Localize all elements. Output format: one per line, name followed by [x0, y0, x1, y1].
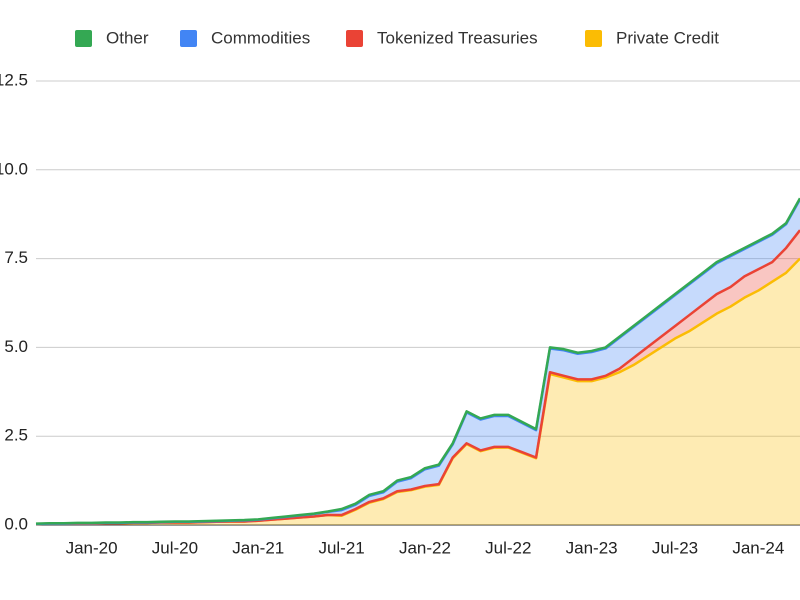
x-tick-label: Jul-23 — [652, 538, 698, 557]
x-tick-label: Jan-22 — [399, 538, 451, 557]
x-tick-label: Jul-22 — [485, 538, 531, 557]
legend-label: Private Credit — [616, 28, 719, 47]
legend-label: Tokenized Treasuries — [377, 28, 538, 47]
legend-swatch — [346, 30, 363, 47]
x-tick-label: Jan-21 — [232, 538, 284, 557]
y-tick-label: 12.5 — [0, 70, 28, 89]
legend-swatch — [585, 30, 602, 47]
x-tick-label: Jul-21 — [318, 538, 364, 557]
x-tick-label: Jan-24 — [732, 538, 784, 557]
area — [36, 258, 800, 525]
legend-label: Other — [106, 28, 149, 47]
x-tick-label: Jul-20 — [152, 538, 198, 557]
legend-swatch — [180, 30, 197, 47]
y-tick-label: 2.5 — [4, 426, 28, 445]
y-tick-label: 10.0 — [0, 159, 28, 178]
legend-swatch — [75, 30, 92, 47]
y-tick-label: 5.0 — [4, 337, 28, 356]
legend-label: Commodities — [211, 28, 310, 47]
x-tick-label: Jan-23 — [566, 538, 618, 557]
y-tick-label: 0.0 — [4, 514, 28, 533]
y-tick-label: 7.5 — [4, 248, 28, 267]
area-line — [35, 197, 800, 525]
x-tick-label: Jan-20 — [66, 538, 118, 557]
